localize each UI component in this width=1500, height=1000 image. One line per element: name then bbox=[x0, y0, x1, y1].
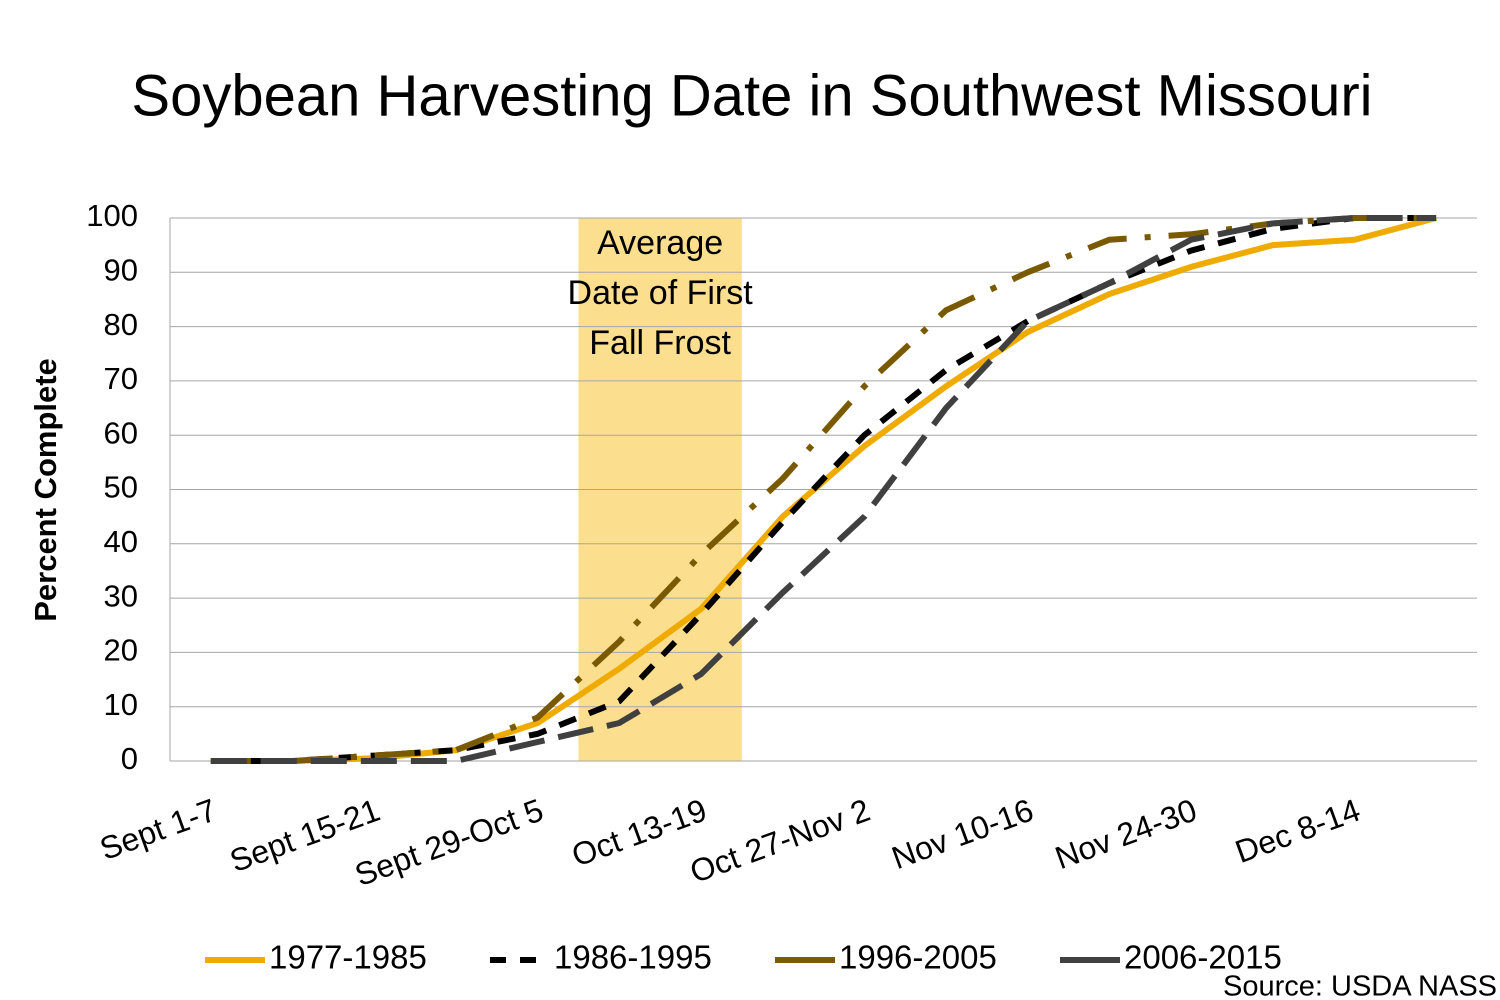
legend-label: 2006-2015 bbox=[1124, 939, 1282, 976]
series-line bbox=[210, 215, 1437, 764]
y-tick-label: 30 bbox=[104, 578, 138, 613]
x-tick-label: Oct 27-Nov 2 bbox=[685, 792, 874, 890]
legend-label: 1996-2005 bbox=[839, 939, 997, 976]
y-tick-label: 50 bbox=[104, 470, 138, 505]
annotation: Date of First bbox=[568, 274, 754, 312]
y-tick-label: 90 bbox=[104, 252, 138, 287]
y-tick-label: 100 bbox=[86, 198, 138, 233]
y-tick-label: 10 bbox=[104, 687, 138, 722]
annotation: Fall Frost bbox=[589, 324, 731, 362]
y-tick-label: 0 bbox=[121, 741, 138, 776]
x-tick-label: Sept 29-Oct 5 bbox=[350, 792, 548, 893]
x-tick-label: Nov 10-16 bbox=[887, 792, 1038, 876]
legend-label: 1977-1985 bbox=[269, 939, 427, 976]
y-tick-label: 80 bbox=[104, 307, 138, 342]
x-tick-label: Nov 24-30 bbox=[1050, 792, 1201, 876]
annotation: Average bbox=[597, 224, 723, 262]
series-line bbox=[210, 215, 1437, 764]
y-tick-label: 20 bbox=[104, 633, 138, 668]
y-tick-label: 60 bbox=[104, 415, 138, 450]
chart-title: Soybean Harvesting Date in Southwest Mis… bbox=[131, 63, 1372, 128]
y-tick-label: 40 bbox=[104, 524, 138, 559]
x-tick-label: Sept 1-7 bbox=[95, 792, 221, 867]
legend-label: 1986-1995 bbox=[554, 939, 712, 976]
y-tick-label: 70 bbox=[104, 361, 138, 396]
y-axis-label: Percent Complete bbox=[28, 358, 63, 622]
source-note: Source: USDA NASS bbox=[1223, 971, 1497, 1000]
x-tick-label: Dec 8-14 bbox=[1230, 792, 1364, 870]
